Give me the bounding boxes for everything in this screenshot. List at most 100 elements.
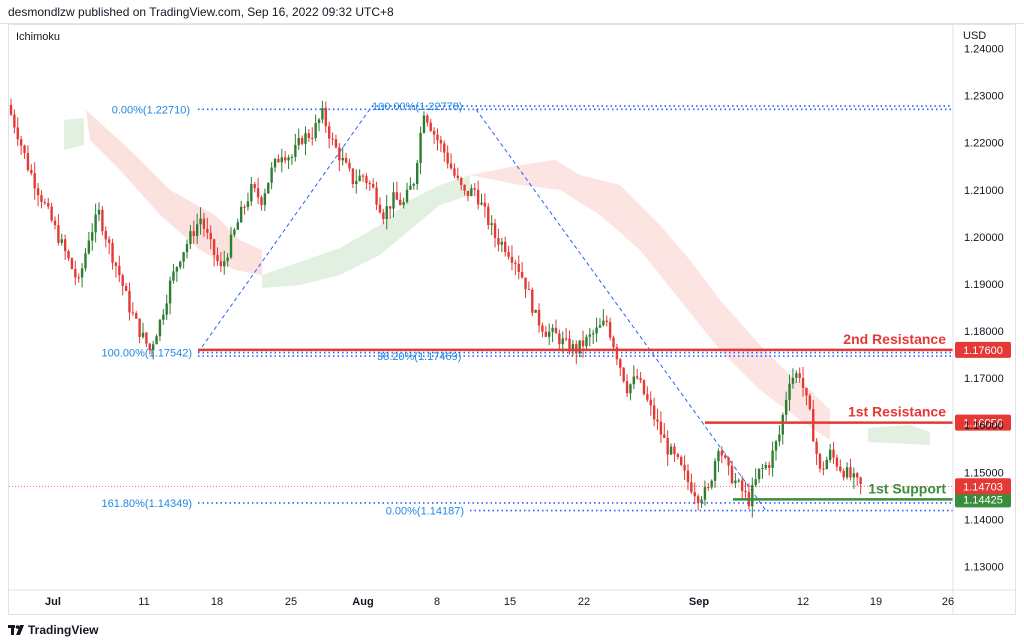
candle <box>432 127 436 145</box>
candle <box>168 276 172 315</box>
candle <box>202 212 206 237</box>
candle-body <box>135 313 138 319</box>
time-tick-label: 18 <box>211 596 223 608</box>
candle <box>822 461 825 476</box>
candle-body <box>534 309 537 313</box>
candle-body <box>50 206 53 221</box>
candle-body <box>524 277 527 290</box>
candle-body <box>270 167 273 183</box>
candle-body <box>696 496 700 503</box>
candle <box>747 483 751 510</box>
price-tick-label: 1.13000 <box>964 561 1004 573</box>
candle <box>839 459 842 473</box>
fib-trend-guide <box>197 105 373 353</box>
candle-body <box>250 184 253 202</box>
candle <box>253 181 256 193</box>
candle <box>673 443 676 462</box>
fib-label: 38.20%(1.17469) <box>377 351 461 363</box>
candle-body <box>256 188 260 198</box>
candle <box>724 452 727 460</box>
candle <box>267 182 270 195</box>
candle-body <box>730 465 734 484</box>
candle <box>459 176 463 191</box>
indicator-label[interactable]: Ichimoku <box>16 31 61 43</box>
price-tick-label: 1.21000 <box>964 185 1004 197</box>
candle <box>63 234 67 261</box>
candle <box>405 182 409 204</box>
candle <box>703 480 707 506</box>
candle-body <box>84 253 87 269</box>
candle-body <box>212 239 216 255</box>
candle-body <box>124 285 128 291</box>
fib-label: 100.00%(1.22778) <box>372 101 463 113</box>
candle <box>358 169 361 182</box>
candle-body <box>74 268 77 278</box>
candle <box>124 282 128 292</box>
candle <box>690 473 693 495</box>
candle-body <box>842 471 845 478</box>
candle <box>652 397 656 427</box>
candle <box>686 464 690 491</box>
price-tick-label: 1.22000 <box>964 138 1004 150</box>
candle-body <box>517 263 520 272</box>
time-tick-label: 26 <box>942 596 954 608</box>
candle <box>734 473 737 489</box>
candle-body <box>629 384 632 394</box>
candle-body <box>571 344 575 352</box>
candle-body <box>253 184 256 189</box>
support-resistance-levels: 2nd Resistance 1.17600 1st Resistance 1.160… <box>9 331 1011 508</box>
candle-body <box>453 168 456 176</box>
candle-body <box>446 152 449 164</box>
chart-frame[interactable] <box>8 24 1016 615</box>
candle <box>321 100 324 124</box>
candle-body <box>822 468 825 470</box>
candle <box>280 148 283 173</box>
candle <box>778 425 781 447</box>
candle <box>487 203 490 230</box>
candle <box>297 128 300 150</box>
candle-body <box>812 409 815 442</box>
candle-body <box>636 376 639 379</box>
candle <box>415 160 419 190</box>
candle-body <box>118 265 121 276</box>
candle-body <box>382 212 385 220</box>
candle-body <box>443 143 446 153</box>
candle <box>118 255 121 283</box>
candle-body <box>151 344 155 351</box>
candle-body <box>663 434 666 438</box>
candle <box>192 220 195 244</box>
candle-body <box>314 122 317 139</box>
candle <box>483 193 487 218</box>
candle <box>270 162 273 190</box>
candle-body <box>676 454 680 457</box>
candle <box>446 145 449 169</box>
candle-body <box>568 338 571 352</box>
candle-body <box>307 133 311 139</box>
time-tick-label: 11 <box>138 596 149 608</box>
candle-body <box>409 185 412 190</box>
candle <box>700 495 703 508</box>
candle-body <box>36 188 40 196</box>
candle-body <box>615 347 619 360</box>
candle <box>185 239 189 259</box>
candle-body <box>239 206 243 223</box>
candle <box>619 358 622 376</box>
candle <box>622 367 625 384</box>
candle-body <box>619 359 622 368</box>
candle <box>179 260 182 270</box>
candle-body <box>476 189 480 205</box>
candle-body <box>141 332 145 337</box>
candle-body <box>652 405 656 420</box>
candle <box>669 443 673 456</box>
candle <box>300 135 304 146</box>
candle-body <box>703 487 707 500</box>
candle <box>94 203 97 243</box>
candle-body <box>459 177 463 186</box>
candle <box>629 383 632 401</box>
candle-body <box>131 312 135 314</box>
candle-body <box>757 468 761 480</box>
candle-body <box>419 132 422 164</box>
candle-body <box>168 280 172 304</box>
candle-body <box>659 421 663 435</box>
